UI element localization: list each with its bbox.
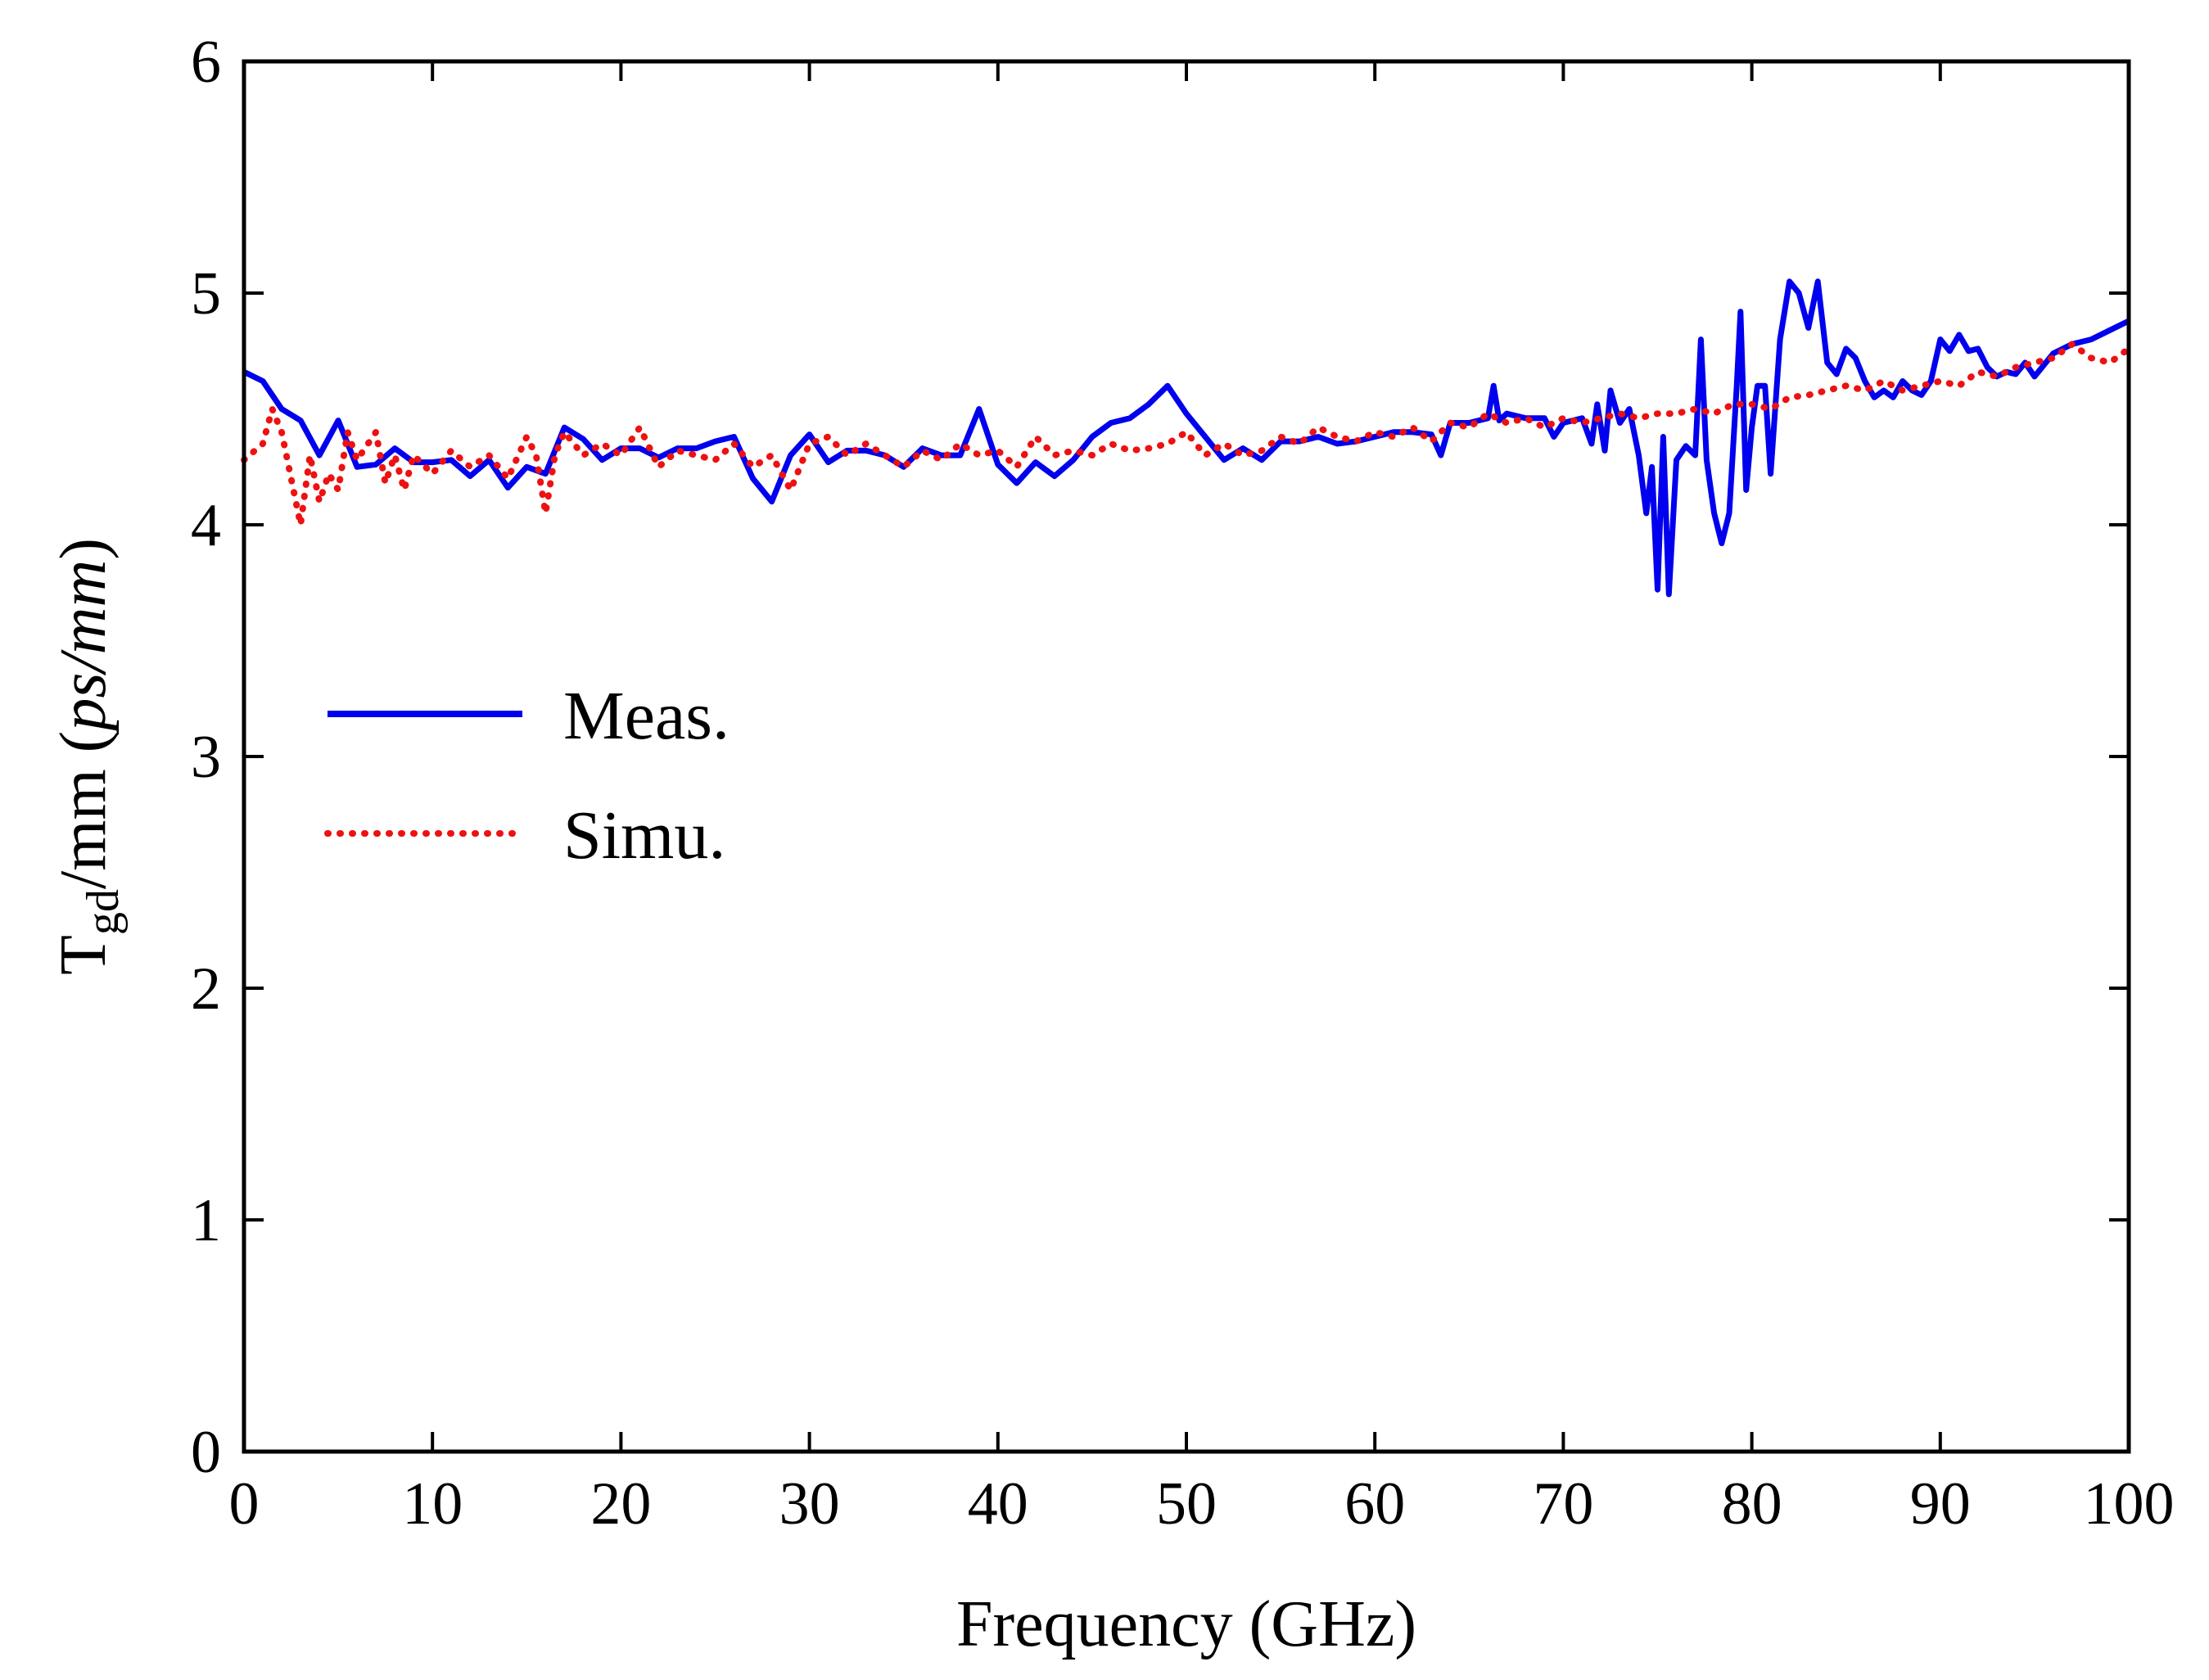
ticks-layer: 0 10 20 30 40 50 60 70 80 90 100 0 1 2 3 4 5 6 xyxy=(191,29,2175,1538)
x-tick-label: 70 xyxy=(1533,1470,1593,1538)
x-tick-label: 80 xyxy=(1722,1470,1782,1538)
y-axis-title-subscript: gd xyxy=(78,889,129,935)
plot-frame xyxy=(242,59,2131,1454)
x-tick-label: 50 xyxy=(1156,1470,1217,1538)
y-tick-label: 4 xyxy=(191,492,221,559)
y-tick-label: 3 xyxy=(191,724,221,791)
series-layer xyxy=(241,278,2132,598)
y-axis-title-italic: ps/mm xyxy=(47,560,120,735)
x-tick-label: 20 xyxy=(590,1470,651,1538)
legend-label-simu: Simu. xyxy=(563,797,725,874)
x-tick-label: 90 xyxy=(1910,1470,1971,1538)
y-axis-title-middle: /mm ( xyxy=(47,731,120,889)
y-axis-title: Tgd/mm (ps/mm) xyxy=(47,538,129,975)
x-tick-label: 0 xyxy=(229,1470,260,1538)
y-tick-label: 0 xyxy=(191,1419,221,1486)
x-tick-label: 100 xyxy=(2084,1470,2175,1538)
x-tick-label: 40 xyxy=(968,1470,1028,1538)
y-tick-label: 2 xyxy=(191,955,221,1023)
y-axis-title-base: T xyxy=(47,935,120,975)
y-tick-label: 1 xyxy=(191,1187,221,1254)
y-axis-title-end: ) xyxy=(47,538,120,560)
x-tick-label: 10 xyxy=(402,1470,463,1538)
legend: Meas. Simu. xyxy=(324,678,730,874)
x-tick-label: 30 xyxy=(779,1470,840,1538)
x-tick-label: 60 xyxy=(1344,1470,1405,1538)
legend-label-meas: Meas. xyxy=(563,678,730,754)
x-axis-title: Frequency (GHz) xyxy=(956,1588,1416,1660)
series-line-simu xyxy=(241,341,2132,528)
y-tick-label: 6 xyxy=(191,29,221,96)
y-tick-label: 5 xyxy=(191,260,221,327)
